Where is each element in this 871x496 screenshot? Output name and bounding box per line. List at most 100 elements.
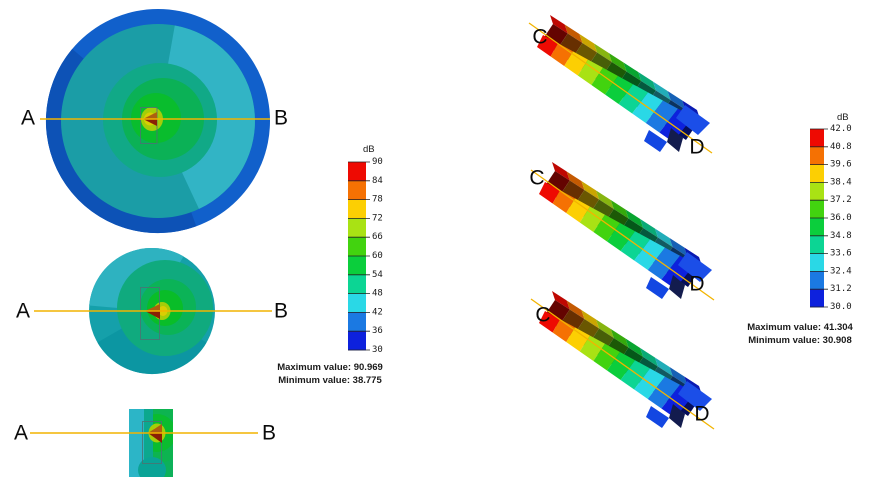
colorbar-segment [810,253,824,272]
beam-top-strip-band [596,319,614,338]
beam-top-strip-band [550,15,568,34]
beam-end-flange [678,381,712,411]
beam-end-tab [646,277,669,299]
beam-top-strip-band [640,348,658,367]
beam-top-strip-band [654,357,673,376]
beam-ribbon-band [550,43,573,66]
beam-ribbon-band [564,51,588,76]
colorbar-segment [348,199,366,219]
colorbar-tick-label: 66 [372,232,383,242]
label-d-3: D [694,403,709,426]
beam-ribbon-band [552,190,575,213]
colorbar-tick-label: 30 [372,345,383,355]
beam-top-strip-band [625,209,644,228]
beam-ribbon-band [645,100,678,133]
colorbar-tick-label: 33.6 [830,249,852,259]
colorbar-tick-label: 42.0 [830,124,852,134]
label-c-3: C [535,304,550,327]
beam-ribbon-band [591,67,618,95]
beam-ribbon-band [607,223,635,251]
label-a-2: A [16,300,30,323]
beam-top-strip-band [652,81,671,100]
beam-top-strip-band [610,329,629,348]
colorbar-tick-label: 30.0 [830,302,852,312]
colorbar-segment [348,256,366,276]
beam-top-strip-band [552,162,570,181]
label-d-1: D [689,136,704,159]
label-b-1: B [274,107,288,130]
beam-top-strip-band [640,219,658,238]
colorbar-segment [348,293,366,313]
cut-line-cd-3 [530,298,715,430]
beam-end-tab [646,406,669,428]
cut-lines-cd [528,22,715,430]
colorbar-tick-label: 42 [372,307,383,317]
colorbar-tick-label: 48 [372,289,383,299]
beam-ribbon-band [579,206,605,232]
beam-view-1 [537,15,710,152]
max-value-left: Maximum value: 90.969 [277,362,383,373]
beam-top-strip-band [654,228,673,247]
colorbar-unit-label: dB [837,112,849,123]
colorbar-unit-label: dB [363,144,375,155]
colorbar-segment [810,271,824,290]
label-c-2: C [529,167,544,190]
beam-ribbon-band [647,376,680,409]
label-b-3: B [262,422,276,445]
colorbar-left: 90 84 78 72 66 60 54 48 42 36 30 dB [348,144,383,355]
colorbar-segment [348,274,366,294]
label-d-2: D [689,273,704,296]
beam-fin-tail [669,275,685,299]
colorbar-tick-label: 36.0 [830,213,852,223]
plate-patch-teal [138,457,166,477]
source-horn-top [145,304,160,311]
sphere-view-large [45,9,270,234]
label-b-2: B [274,300,288,323]
beam-top-strip-band [638,72,656,91]
colorbar-tick-label: 84 [372,176,383,186]
beam-end-flange [676,105,710,135]
colorbar-segment [810,289,824,308]
beam-ribbon-band [577,59,603,85]
beam-views [537,15,712,428]
colorbar-tick-label: 36 [372,326,383,336]
source-horn-bottom [145,311,160,319]
beam-top-strip-band [581,181,600,200]
colorbar-segment [810,182,824,201]
beam-ribbon-band [566,327,590,352]
source-horn-bottom [148,433,162,443]
colorbar-segment [348,237,366,257]
plate-band-teal [144,409,153,477]
colorbar-segment [810,235,824,254]
colorbar-tick-label: 72 [372,213,383,223]
beam-top-strip-band [608,53,627,72]
colorbar-tick-label: 39.6 [830,160,852,170]
cut-line-cd-1 [528,22,713,154]
beam-view-3 [539,291,712,428]
beam-top-strip-band [566,171,585,190]
beam-ribbon-band [552,319,575,342]
colorbar-segment [810,146,824,165]
colorbar-segment [810,200,824,219]
beam-top-strip-band [610,200,629,219]
colorbar-segment [348,312,366,332]
beam-ribbon-band [620,360,650,390]
colorbar-tick-label: 37.2 [830,195,852,205]
beam-end-tab [644,130,667,152]
min-value-left: Minimum value: 38.775 [278,375,382,386]
colorbar-tick-label: 40.8 [830,142,852,152]
beam-ribbon-band [618,84,648,114]
colorbar-tick-label: 54 [372,270,383,280]
max-value-right: Maximum value: 41.304 [747,322,853,333]
colorbar-tick-label: 60 [372,251,383,261]
beam-fin-tail [669,404,685,428]
colorbar-segment [810,164,824,183]
colorbar-segment [348,162,366,182]
source-horn-top [148,424,162,433]
colorbar-right: 42.0 40.8 39.6 38.4 37.2 36.0 34.8 33.6 32.4 31.2… [810,112,852,312]
beam-ribbon-band [593,343,620,371]
colorbar-tick-label: 38.4 [830,177,852,187]
beam-top-strip-band [669,238,688,257]
beam-top-strip-band [623,62,642,81]
